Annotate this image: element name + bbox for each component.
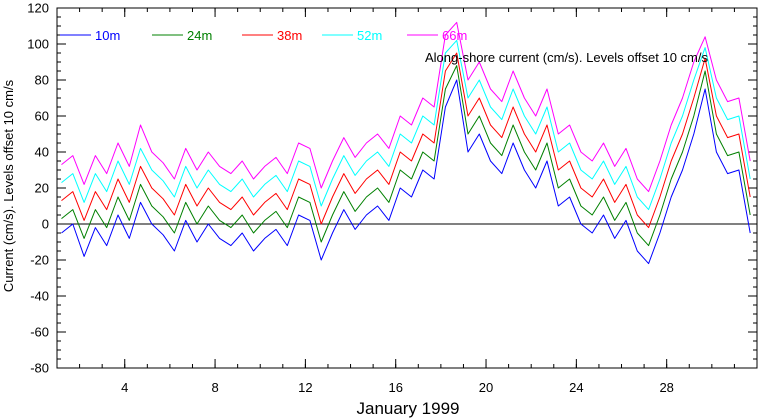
x-tick-label: 8 xyxy=(211,380,218,395)
x-tick-label: 24 xyxy=(569,380,583,395)
series-line-52m xyxy=(61,39,751,211)
y-tick-label: 40 xyxy=(35,145,49,160)
x-tick-label: 28 xyxy=(659,380,673,395)
y-tick-label: -80 xyxy=(30,361,49,376)
legend-label-10m: 10m xyxy=(95,28,120,43)
y-axis-label: Current (cm/s). Levels offset 10 cm/s xyxy=(1,79,16,292)
series-line-66m xyxy=(61,21,751,193)
y-tick-label: 100 xyxy=(27,37,49,52)
chart-title: Along-shore current (cm/s). Levels offse… xyxy=(425,50,708,65)
y-tick-label: 60 xyxy=(35,109,49,124)
series-line-38m xyxy=(61,52,751,229)
legend: 10m 24m 38m 52m 66m xyxy=(60,28,467,43)
legend-label-38m: 38m xyxy=(277,28,302,43)
x-tick-label: 12 xyxy=(298,380,312,395)
legend-label-66m: 66m xyxy=(442,28,467,43)
y-tick-label: -20 xyxy=(30,253,49,268)
series-line-10m xyxy=(61,79,751,265)
axis-ticks: 4 8 12 16 20 24 28 -80 -60 -40 -20 0 20 40 60 80 100 120 xyxy=(27,1,758,395)
series-group xyxy=(61,21,751,265)
x-axis-label: January 1999 xyxy=(356,399,459,418)
y-tick-label: 20 xyxy=(35,181,49,196)
legend-label-24m: 24m xyxy=(187,28,212,43)
y-tick-label: -40 xyxy=(30,289,49,304)
x-tick-label: 16 xyxy=(388,380,402,395)
y-tick-label: -60 xyxy=(30,325,49,340)
y-tick-label: 80 xyxy=(35,73,49,88)
x-tick-label: 20 xyxy=(479,380,493,395)
y-tick-label: 120 xyxy=(27,1,49,16)
legend-label-52m: 52m xyxy=(357,28,382,43)
y-tick-label: 0 xyxy=(42,217,49,232)
series-line-24m xyxy=(61,65,751,247)
x-tick-label: 4 xyxy=(121,380,128,395)
